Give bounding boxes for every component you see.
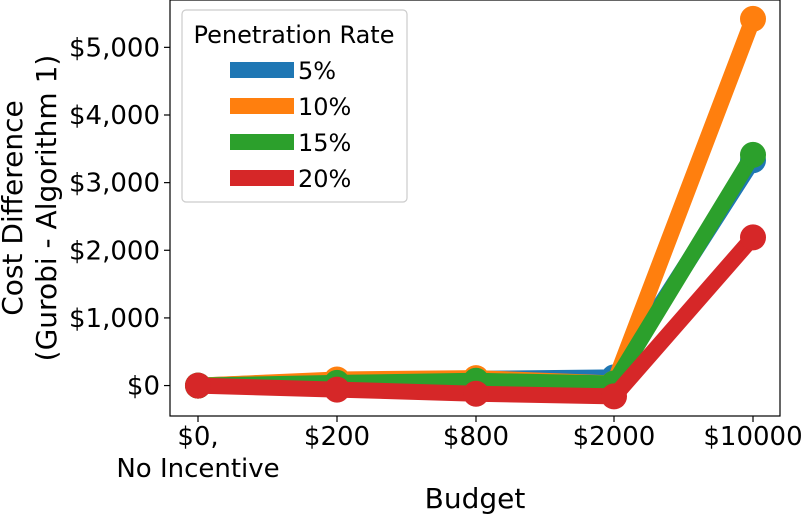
legend-frame (181, 9, 408, 203)
x-tick-label: $10000 (703, 422, 802, 452)
y-axis: $0 $1,000 $2,000 $3,000 $4,000 $5,000 (69, 33, 170, 402)
y-tick-label: $3,000 (69, 169, 160, 199)
legend-swatch (230, 134, 294, 150)
y-axis-label-line: (Gurobi - Algorithm 1) (30, 55, 63, 362)
series-4 (185, 224, 766, 410)
plot-frame (169, 0, 781, 417)
y-tick-label: $5,000 (69, 33, 160, 63)
x-tick-label: $2000 (573, 422, 656, 452)
legend-entry-label: 10% (298, 93, 351, 121)
legend-swatch (230, 170, 294, 186)
series-layer (185, 5, 766, 410)
data-point (324, 376, 350, 403)
y-axis-label-line: Cost Difference (0, 100, 29, 316)
x-axis-label: Budget (425, 482, 526, 515)
legend-swatch (230, 62, 294, 78)
y-tick-label: $4,000 (69, 101, 160, 131)
data-point (601, 383, 627, 410)
legend: Penetration Rate 5% 10% 15% 20% (181, 9, 408, 203)
data-point (185, 372, 211, 399)
legend-entry-label: 20% (298, 165, 351, 193)
y-tick-label: $1,000 (69, 304, 160, 334)
y-tick-label: $2,000 (69, 236, 160, 266)
data-point (740, 224, 766, 251)
x-tick-label: $800 (443, 422, 509, 452)
legend-swatch (230, 98, 294, 114)
legend-title: Penetration Rate (194, 21, 395, 49)
x-tick-label: $200 (304, 422, 370, 452)
data-point (463, 380, 489, 407)
x-axis: $0,No Incentive $200 $800 $2000 $10000 (116, 416, 803, 484)
data-point (740, 141, 766, 168)
data-point (740, 5, 766, 32)
x-tick-label: No Incentive (116, 454, 279, 484)
y-tick-label: $0 (127, 372, 160, 402)
legend-entry-label: 15% (298, 129, 351, 157)
y-axis-label: Cost Difference (Gurobi - Algorithm 1) (0, 55, 63, 362)
legend-entry-label: 5% (298, 57, 336, 85)
x-tick-label: $0, (177, 422, 218, 452)
